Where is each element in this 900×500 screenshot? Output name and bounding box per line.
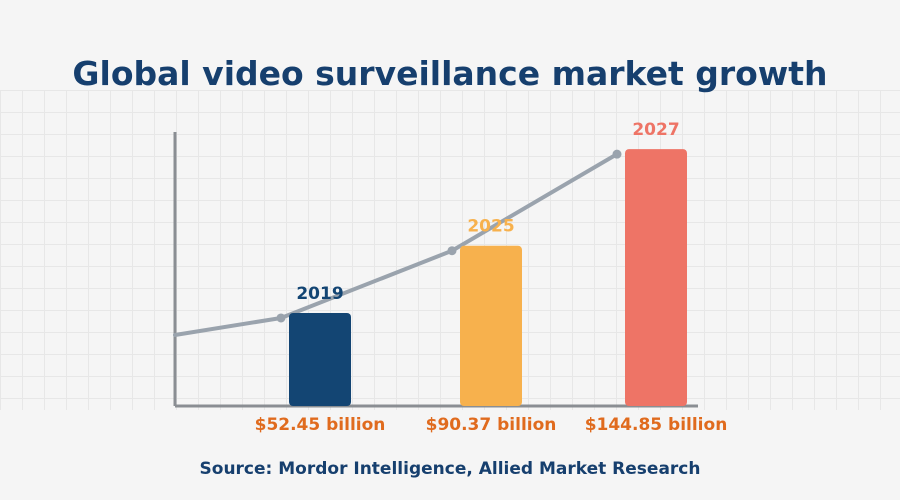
bar-2025 <box>460 245 522 406</box>
trend-point <box>447 246 457 256</box>
trend-line-segment <box>279 248 454 320</box>
value-label: $90.37 billion <box>426 415 557 435</box>
chart-title: Global video surveillance market growth <box>72 54 828 93</box>
year-label: 2019 <box>296 284 343 304</box>
bars-group <box>289 149 687 406</box>
value-label: $144.85 billion <box>585 415 728 435</box>
trend-line-segment <box>173 315 283 337</box>
source-note: Source: Mordor Intelligence, Allied Mark… <box>199 459 701 479</box>
labels-group: 2019 $52.45 billion 2025 $90.37 billion 2027… <box>255 120 728 435</box>
trend-point <box>276 313 286 323</box>
trend-point <box>612 149 622 159</box>
year-label: 2025 <box>467 217 514 237</box>
trend-line-segment <box>450 152 619 253</box>
value-label: $52.45 billion <box>255 415 386 435</box>
bar-2027 <box>625 149 687 406</box>
trend-line-group <box>173 149 622 337</box>
year-label: 2027 <box>632 120 679 140</box>
bar-2019 <box>289 312 351 406</box>
